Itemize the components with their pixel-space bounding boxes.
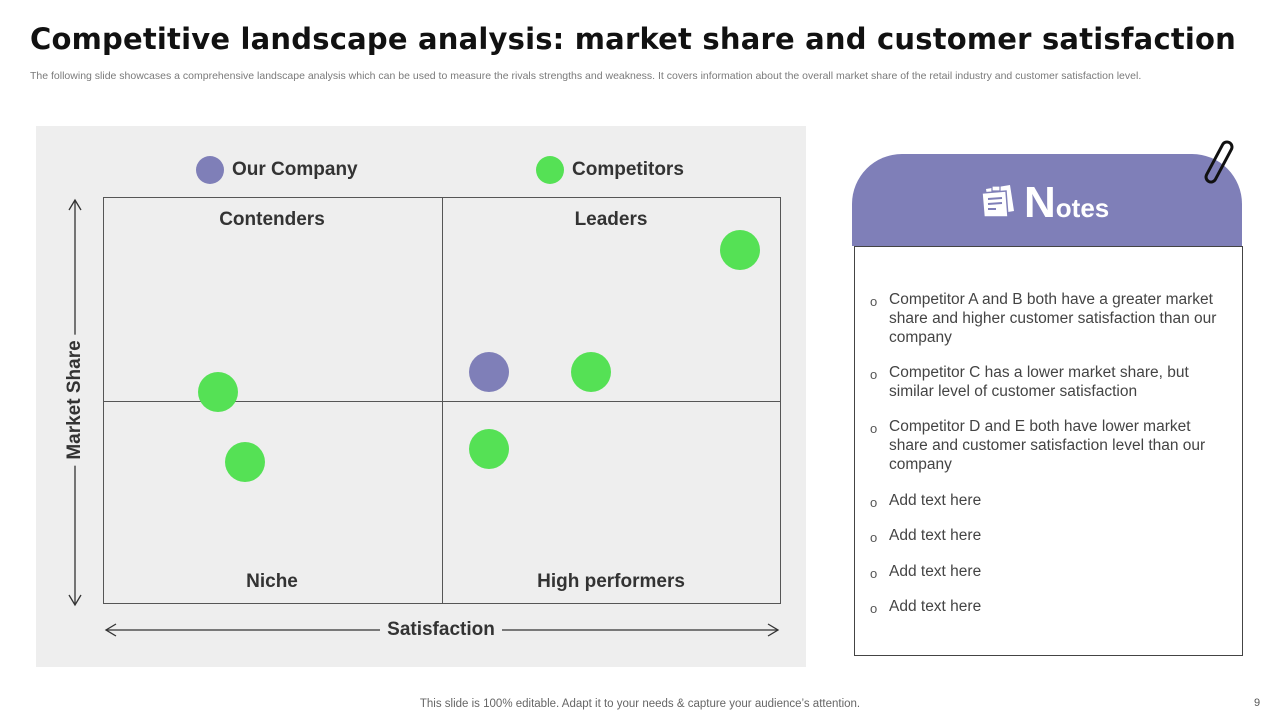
legend-item-competitors: Competitors (536, 156, 684, 184)
notes-title: Notes (1024, 178, 1109, 228)
legend-swatch-competitors (536, 156, 564, 184)
quadrant-label-high-performers: High performers (537, 571, 685, 592)
bullet-icon: o (870, 421, 878, 436)
legend-item-our-company: Our Company (196, 156, 358, 184)
paperclip-icon (1204, 140, 1234, 184)
page-number: 9 (1254, 697, 1261, 709)
legend-swatch-our-company (196, 156, 224, 184)
notes-title-initial: N (1024, 178, 1056, 227)
quadrant-divider-horizontal (103, 401, 781, 402)
bullet-icon: o (870, 367, 878, 382)
data-point-competitors (720, 229, 761, 270)
data-point-competitors (469, 429, 510, 470)
legend-label-competitors: Competitors (572, 159, 684, 180)
note-item: o Add text here (870, 597, 1230, 616)
notes-header (852, 154, 1242, 246)
bullet-icon: o (870, 566, 878, 581)
x-axis-label: Satisfaction (380, 619, 502, 641)
note-item: o Competitor C has a lower market share, … (870, 363, 1230, 401)
note-text: Add text here (889, 527, 982, 544)
notes-body (854, 246, 1243, 656)
quadrant-label-leaders: Leaders (574, 209, 648, 230)
bullet-icon: o (870, 530, 878, 545)
note-text: Competitor D and E both have lower marke… (889, 418, 1206, 473)
chart-panel (36, 126, 806, 667)
note-item: o Add text here (870, 562, 1230, 581)
note-item: o Add text here (870, 491, 1230, 510)
notes-icon (981, 185, 1014, 218)
page-title: Competitive landscape analysis: market s… (30, 22, 1237, 56)
notes-title-rest: otes (1055, 193, 1110, 223)
data-point-our-company (469, 352, 510, 392)
note-text: Competitor A and B both have a greater m… (889, 291, 1217, 346)
quadrant-label-niche: Niche (246, 571, 298, 592)
data-point-competitors (571, 352, 612, 392)
note-text: Add text here (889, 492, 982, 509)
note-item: o Competitor A and B both have a greater … (870, 290, 1230, 347)
legend-label-our-company: Our Company (232, 159, 358, 180)
bullet-icon: o (870, 495, 878, 510)
data-point-competitors (198, 372, 239, 413)
bullet-icon: o (870, 601, 878, 616)
footer-note: This slide is 100% editable. Adapt it to… (419, 698, 861, 710)
note-item: o Add text here (870, 526, 1230, 545)
data-point-competitors (225, 441, 266, 482)
note-text: Add text here (889, 598, 982, 615)
y-axis-label: Market Share (64, 334, 86, 466)
quadrant-label-contenders: Contenders (219, 209, 325, 230)
slide-description: The following slide showcases a comprehe… (30, 70, 1142, 82)
quadrant-divider-vertical (442, 197, 443, 604)
note-text: Competitor C has a lower market share, b… (889, 364, 1189, 400)
bullet-icon: o (870, 294, 878, 309)
note-item: o Competitor D and E both have lower mark… (870, 417, 1230, 474)
note-text: Add text here (889, 563, 982, 580)
